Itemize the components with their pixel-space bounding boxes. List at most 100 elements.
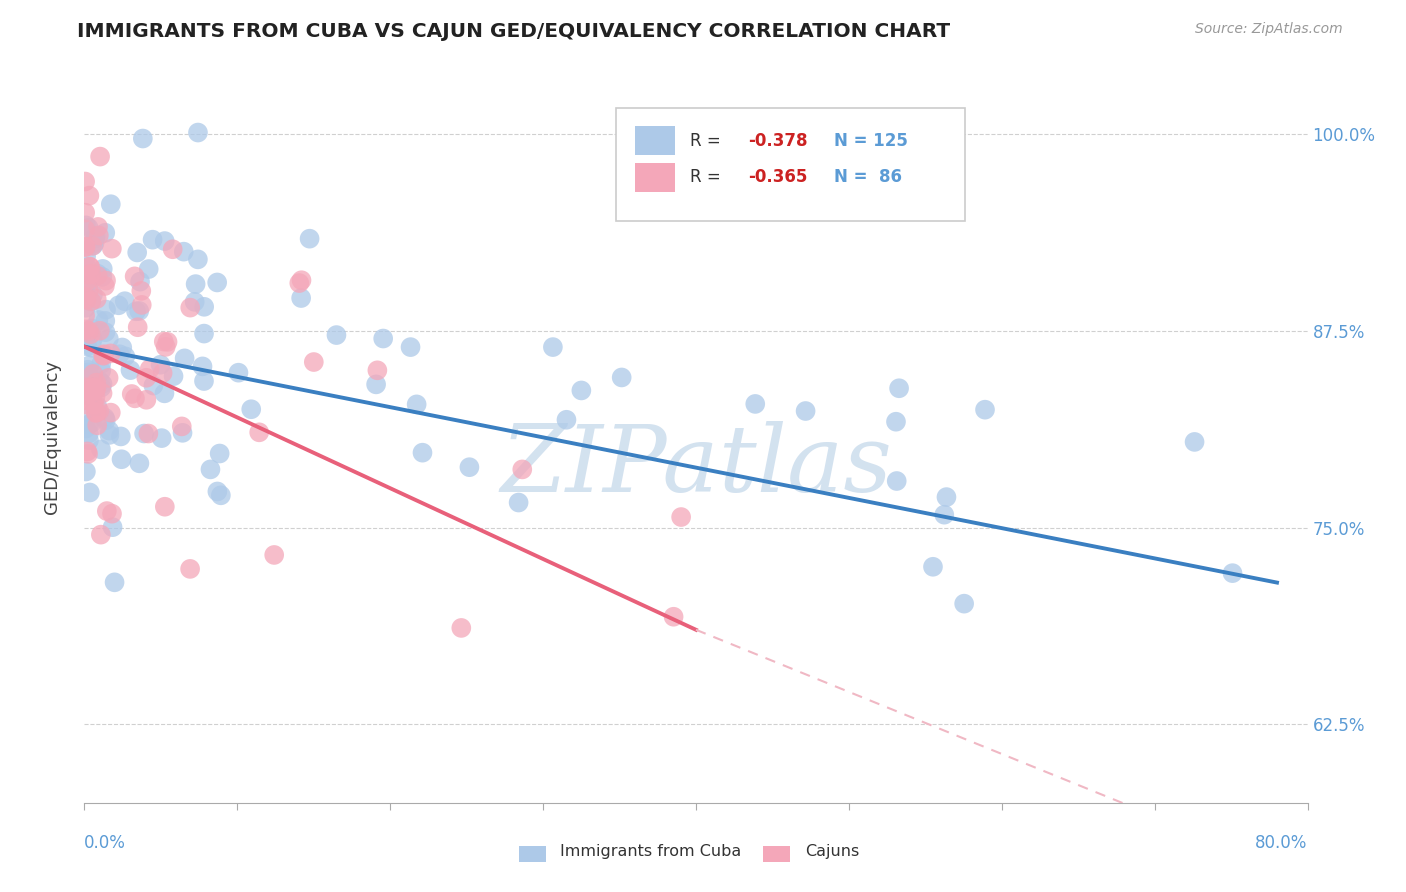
Point [97, 371, 120, 385]
Point [128, 456, 150, 470]
Point [84, 231, 107, 245]
Point [91, 348, 114, 362]
Point [86, 405, 108, 419]
Point [76, 444, 98, 458]
Point [288, 276, 311, 290]
Point [75, 301, 97, 315]
Point [155, 340, 177, 354]
Point [75, 421, 97, 435]
Point [127, 320, 149, 334]
Point [108, 347, 131, 361]
Point [138, 426, 160, 441]
Point [84, 406, 107, 420]
Point [87, 219, 110, 234]
Point [94, 302, 117, 317]
Point [77, 447, 100, 461]
Point [87, 228, 110, 243]
Point [90, 364, 112, 378]
Point [110, 429, 132, 443]
Point [364, 377, 387, 392]
Point [86, 292, 108, 306]
Text: N =  86: N = 86 [834, 169, 903, 186]
Point [84, 383, 107, 397]
Point [662, 609, 685, 624]
Point [82, 367, 104, 381]
Point [89, 404, 111, 418]
Point [132, 131, 155, 145]
Point [89, 324, 111, 338]
Point [124, 269, 146, 284]
Point [79, 327, 101, 342]
Y-axis label: GED/Equivalency: GED/Equivalency [42, 360, 60, 514]
Point [205, 276, 228, 290]
Point [83, 378, 105, 392]
Point [934, 508, 956, 522]
Point [75, 175, 97, 189]
Point [89, 375, 111, 389]
Point [86, 376, 108, 390]
Point [953, 597, 976, 611]
Point [79, 188, 101, 202]
Point [75, 205, 97, 219]
Text: 0.0%: 0.0% [84, 834, 127, 852]
Text: Source: ZipAtlas.com: Source: ZipAtlas.com [1195, 22, 1343, 37]
Point [1222, 566, 1244, 581]
Point [91, 261, 114, 276]
Point [80, 321, 103, 335]
Text: N = 125: N = 125 [834, 132, 908, 150]
Point [82, 238, 104, 252]
Point [83, 236, 105, 251]
Point [935, 490, 957, 504]
Point [794, 404, 817, 418]
Point [100, 346, 122, 360]
Point [79, 359, 101, 373]
Point [77, 220, 100, 235]
Point [94, 314, 117, 328]
Point [75, 240, 97, 254]
FancyBboxPatch shape [636, 162, 675, 192]
Point [75, 219, 97, 233]
Point [75, 322, 97, 336]
Point [152, 334, 174, 349]
Point [183, 294, 205, 309]
Point [114, 294, 136, 309]
Point [82, 384, 104, 398]
Point [82, 239, 104, 253]
Point [170, 419, 193, 434]
Point [124, 392, 146, 406]
Point [82, 341, 104, 355]
Point [90, 380, 112, 394]
Point [75, 309, 97, 323]
Point [90, 357, 112, 371]
Point [75, 240, 97, 254]
Point [152, 366, 174, 380]
Point [94, 325, 117, 339]
Point [325, 328, 347, 343]
Point [79, 274, 101, 288]
Point [79, 260, 101, 274]
Point [77, 417, 100, 432]
Point [90, 442, 112, 457]
Point [922, 559, 945, 574]
Point [77, 324, 100, 338]
Point [131, 298, 153, 312]
Point [86, 267, 108, 281]
Point [150, 431, 173, 445]
Point [75, 222, 97, 236]
Point [886, 474, 908, 488]
Point [80, 384, 103, 399]
Point [172, 425, 194, 440]
Point [1184, 434, 1206, 449]
Point [450, 621, 472, 635]
Point [100, 406, 122, 420]
Point [569, 384, 592, 398]
Point [87, 313, 110, 327]
Point [187, 252, 209, 267]
FancyBboxPatch shape [636, 126, 675, 155]
Point [142, 233, 165, 247]
Point [135, 392, 157, 407]
Point [263, 548, 285, 562]
Point [114, 349, 136, 363]
Text: IMMIGRANTS FROM CUBA VS CAJUN GED/EQUIVALENCY CORRELATION CHART: IMMIGRANTS FROM CUBA VS CAJUN GED/EQUIVA… [77, 22, 950, 41]
Point [84, 229, 107, 244]
